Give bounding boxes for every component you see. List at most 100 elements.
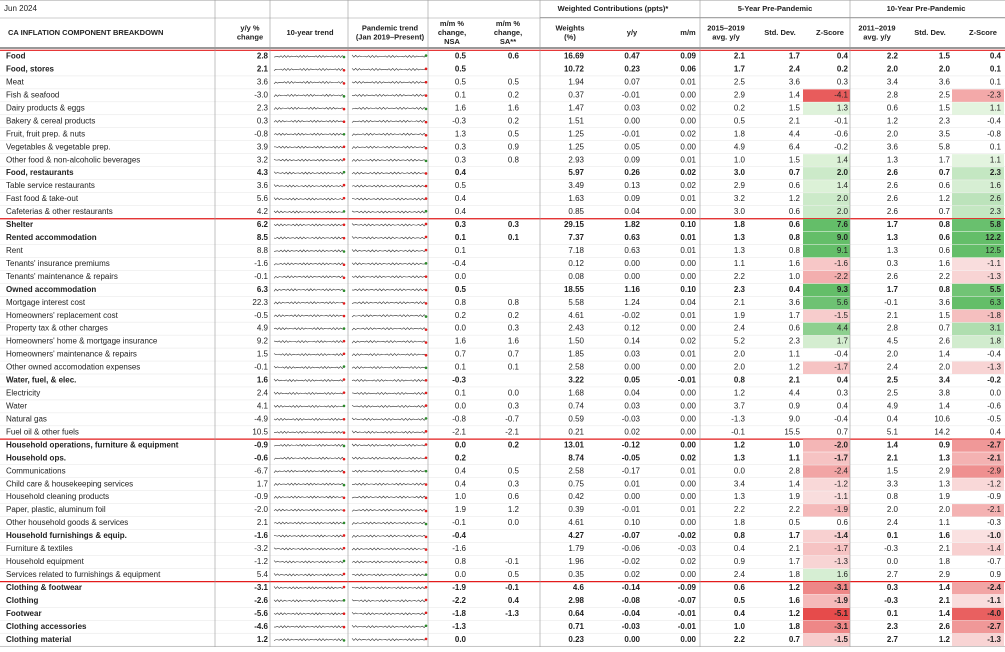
cell-value: 0.0 bbox=[887, 557, 899, 566]
cell-value: 0.04 bbox=[624, 207, 640, 216]
sparkline-marker bbox=[424, 624, 428, 628]
sparkline bbox=[351, 599, 427, 603]
sparkline bbox=[351, 197, 427, 201]
cell-value: 4.9 bbox=[257, 324, 269, 333]
cell-value: 0.2 bbox=[455, 453, 467, 462]
cell-value: 1.24 bbox=[624, 298, 640, 307]
sparkline-marker bbox=[424, 315, 428, 318]
cell-value: 0.0 bbox=[508, 518, 520, 527]
cell-value: 1.4 bbox=[887, 440, 899, 449]
sparkline bbox=[273, 586, 345, 590]
z-score-cell bbox=[803, 89, 850, 102]
sparkline bbox=[351, 638, 427, 642]
cell-value: -1.9 bbox=[834, 505, 848, 514]
cell-value: 1.7 bbox=[734, 65, 746, 74]
cell-value: 5.8 bbox=[939, 142, 951, 151]
cell-value: 1.3 bbox=[734, 453, 746, 462]
cell-value: 2.1 bbox=[939, 596, 951, 605]
cell-value: -0.17 bbox=[622, 466, 641, 475]
sparkline bbox=[273, 599, 345, 603]
cell-value: 0.07 bbox=[624, 78, 640, 87]
cell-value: 9.1 bbox=[837, 246, 849, 255]
sparkline-marker bbox=[342, 457, 346, 461]
cell-value: 0.2 bbox=[508, 116, 520, 125]
z-score-cell bbox=[952, 335, 1004, 349]
cell-value: 4.61 bbox=[568, 311, 584, 320]
cell-value: -4.1 bbox=[834, 90, 848, 99]
row-label: Furniture & textiles bbox=[6, 544, 73, 553]
cell-value: -0.02 bbox=[622, 311, 641, 320]
row-label: Dairy products & eggs bbox=[6, 103, 85, 112]
cell-value: 0.02 bbox=[680, 103, 696, 112]
column-header: change bbox=[237, 32, 263, 41]
cell-value: 0.00 bbox=[680, 414, 696, 423]
sparkline bbox=[351, 67, 427, 71]
cell-value: 10.72 bbox=[564, 65, 585, 74]
cell-value: 0.3 bbox=[887, 583, 899, 592]
cell-value: 2.58 bbox=[568, 466, 584, 475]
z-score-cell bbox=[952, 607, 1004, 621]
cell-value: 2.0 bbox=[837, 168, 849, 177]
cell-value: -0.1 bbox=[731, 427, 745, 436]
sparkline bbox=[273, 184, 345, 188]
cell-value: 0.8 bbox=[887, 492, 899, 501]
cell-value: 2.6 bbox=[990, 194, 1002, 203]
sparkline-marker bbox=[342, 470, 346, 474]
z-score-cell bbox=[952, 620, 1004, 634]
cell-value: 9.3 bbox=[837, 285, 849, 294]
cell-value: 0.4 bbox=[837, 52, 849, 61]
cell-value: -0.01 bbox=[678, 622, 697, 631]
cell-value: 1.3 bbox=[939, 479, 951, 488]
cell-value: 1.4 bbox=[939, 350, 951, 359]
sparkline bbox=[273, 67, 345, 71]
z-score-cell bbox=[952, 218, 1004, 232]
cell-value: 5.6 bbox=[837, 298, 849, 307]
column-header: Std. Dev. bbox=[914, 28, 946, 37]
cell-value: 0.75 bbox=[568, 479, 584, 488]
cell-value: 0.35 bbox=[568, 570, 584, 579]
z-score-cell bbox=[803, 309, 850, 323]
sparkline bbox=[351, 586, 427, 590]
sparkline-marker bbox=[342, 431, 346, 434]
sparkline bbox=[273, 508, 345, 512]
cell-value: -1.6 bbox=[452, 544, 466, 553]
cell-value: 1.9 bbox=[789, 492, 801, 501]
cell-value: 0.5 bbox=[789, 518, 801, 527]
cell-value: 0.00 bbox=[624, 635, 640, 644]
sparkline bbox=[273, 171, 345, 175]
sparkline bbox=[273, 275, 345, 279]
cell-value: 0.02 bbox=[680, 129, 696, 138]
cell-value: 2.2 bbox=[887, 52, 899, 61]
cell-value: -2.6 bbox=[254, 596, 268, 605]
row-label: Bakery & cereal products bbox=[6, 116, 95, 125]
cell-value: 0.02 bbox=[680, 168, 696, 177]
cell-value: 4.9 bbox=[887, 402, 899, 411]
cell-value: 0.00 bbox=[624, 116, 640, 125]
cell-value: 1.5 bbox=[789, 155, 801, 164]
cell-value: 2.9 bbox=[734, 181, 746, 190]
cell-value: 1.6 bbox=[837, 570, 849, 579]
cell-value: 0.74 bbox=[568, 402, 584, 411]
cell-value: -0.9 bbox=[254, 440, 268, 449]
cell-value: 5.58 bbox=[568, 298, 584, 307]
sparkline-marker bbox=[424, 379, 428, 382]
cell-value: -5.6 bbox=[254, 609, 268, 618]
cell-value: 0.4 bbox=[508, 596, 520, 605]
sparkline-marker bbox=[424, 302, 428, 305]
cell-value: -1.2 bbox=[834, 479, 848, 488]
cell-value: 0.8 bbox=[789, 246, 801, 255]
cell-value: 0.0 bbox=[455, 635, 467, 644]
cell-value: -0.1 bbox=[452, 518, 466, 527]
z-score-cell bbox=[803, 478, 850, 491]
sparkline-marker bbox=[424, 209, 428, 213]
cell-value: 0.2 bbox=[837, 65, 849, 74]
sparkline bbox=[273, 404, 345, 408]
sparkline-marker bbox=[424, 80, 428, 84]
cell-value: -1.3 bbox=[987, 272, 1001, 281]
cell-value: 0.63 bbox=[624, 246, 640, 255]
sparkline bbox=[351, 443, 427, 447]
cell-value: 0.3 bbox=[508, 402, 520, 411]
cell-value: 1.2 bbox=[887, 116, 899, 125]
cell-value: 0.3 bbox=[455, 142, 467, 151]
cell-value: 2.2 bbox=[734, 272, 746, 281]
